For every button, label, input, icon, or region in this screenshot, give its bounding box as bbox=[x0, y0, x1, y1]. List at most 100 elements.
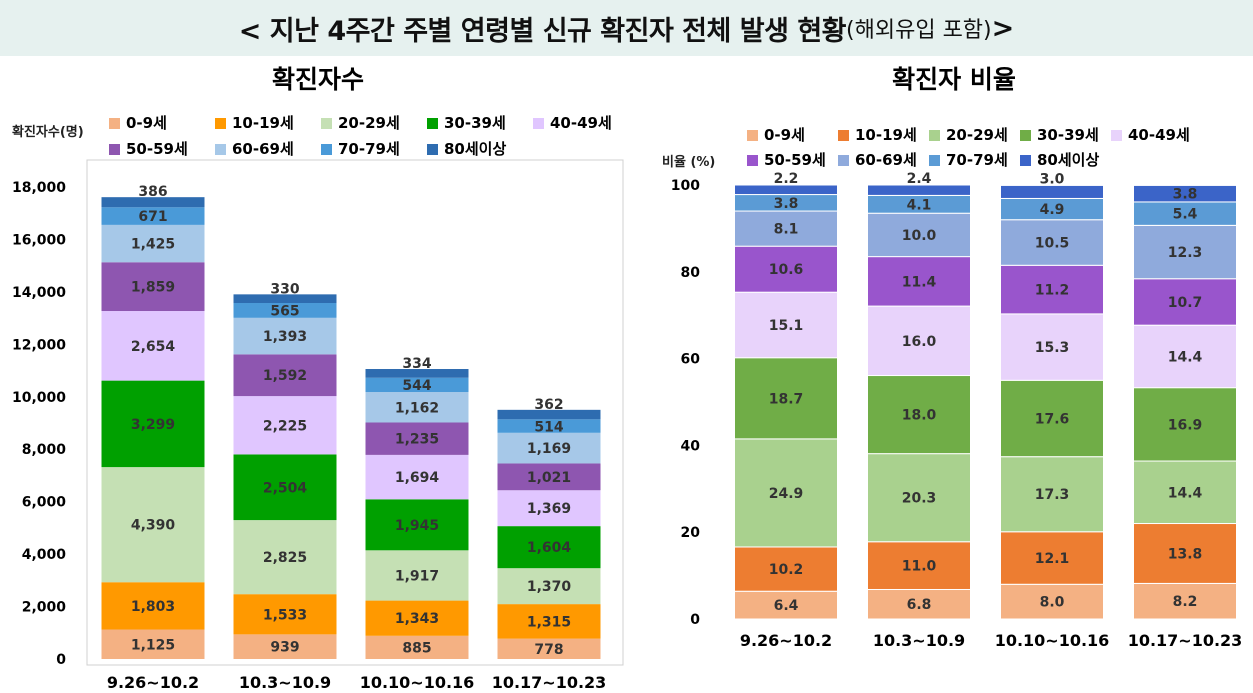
left-data-label-0-0: 1,125 bbox=[131, 637, 175, 653]
page-title-end: > bbox=[991, 12, 1015, 44]
right-data-label-0-5: 10.6 bbox=[769, 262, 804, 278]
left-bar-0-8 bbox=[101, 197, 205, 208]
right-category-1: 10.3~10.9 bbox=[873, 631, 965, 650]
left-data-label-3-8: 362 bbox=[534, 397, 563, 413]
left-y-axis: 0 2,000 4,000 6,000 8,000 10,000 12,000 14,000 1… bbox=[12, 180, 66, 668]
right-bar-3-3 bbox=[1133, 387, 1237, 462]
left-data-label-2-1: 1,343 bbox=[395, 611, 439, 627]
left-bar-3-3 bbox=[497, 526, 601, 569]
right-bar-0-2 bbox=[734, 438, 838, 548]
right-legend-swatch-4 bbox=[1111, 130, 1122, 141]
left-category-3: 10.17~10.23 bbox=[492, 673, 607, 692]
right-data-label-2-2: 17.3 bbox=[1035, 487, 1070, 503]
left-x-axis: 9.26~10.2 10.3~10.9 10.10~10.16 10.17~10.23 bbox=[107, 673, 606, 692]
left-legend-label-4: 40-49세 bbox=[550, 114, 612, 132]
left-bar-2-7 bbox=[365, 377, 469, 393]
left-bar-1-6 bbox=[233, 317, 337, 355]
right-bar-1-6 bbox=[867, 212, 971, 258]
left-bar-3-4 bbox=[497, 490, 601, 527]
left-legend-swatch-8 bbox=[427, 144, 438, 155]
left-bar-1-5 bbox=[233, 354, 337, 397]
right-data-label-3-8: 3.8 bbox=[1173, 187, 1198, 203]
right-data-label-2-7: 4.9 bbox=[1040, 202, 1065, 218]
left-y-tick-6: 12,000 bbox=[12, 337, 66, 353]
left-bar-1-4 bbox=[233, 396, 337, 455]
right-bar-3-6 bbox=[1133, 224, 1237, 280]
right-bar-1-8 bbox=[867, 184, 971, 196]
left-legend-label-3: 30-39세 bbox=[444, 114, 506, 132]
left-chart-count: 확진자수 확진자수(명) 0-9세 10-19세 20-29세 30-39세 40-49… bbox=[12, 65, 624, 692]
right-legend-label-1: 10-19세 bbox=[855, 126, 917, 144]
right-y-tick-3: 60 bbox=[681, 352, 701, 368]
left-legend-swatch-3 bbox=[427, 118, 438, 129]
left-bar-2-2 bbox=[365, 550, 469, 601]
right-bar-3-5 bbox=[1133, 278, 1237, 326]
left-data-label-2-2: 1,917 bbox=[395, 568, 439, 584]
right-data-label-1-0: 6.8 bbox=[907, 597, 932, 613]
left-bar-1-3 bbox=[233, 454, 337, 521]
right-chart-ratio: 확진자 비율 비율 (%) 0-9세 10-19세 20-29세 30-39세 40-4… bbox=[662, 65, 1242, 650]
right-data-label-0-0: 6.4 bbox=[774, 598, 799, 614]
right-legend-swatch-2 bbox=[929, 130, 940, 141]
right-y-axis-label: 비율 (%) bbox=[662, 154, 715, 170]
left-legend-label-5: 50-59세 bbox=[126, 140, 188, 158]
left-bar-0-6 bbox=[101, 224, 205, 263]
left-bar-0-7 bbox=[101, 207, 205, 225]
right-legend-swatch-1 bbox=[838, 130, 849, 141]
right-data-label-3-0: 8.2 bbox=[1173, 594, 1198, 610]
left-bar-3-6 bbox=[497, 432, 601, 464]
right-data-label-0-6: 8.1 bbox=[774, 222, 799, 238]
right-data-label-0-1: 10.2 bbox=[769, 562, 804, 578]
left-legend-label-0: 0-9세 bbox=[126, 114, 167, 132]
left-data-label-2-4: 1,694 bbox=[395, 470, 440, 486]
left-bar-1-0 bbox=[233, 634, 337, 659]
left-bar-2-3 bbox=[365, 499, 469, 551]
left-y-tick-5: 10,000 bbox=[12, 390, 66, 406]
right-data-label-1-3: 18.0 bbox=[902, 408, 937, 424]
left-data-label-1-5: 1,592 bbox=[263, 368, 307, 384]
right-category-3: 10.17~10.23 bbox=[1128, 631, 1243, 650]
left-y-tick-0: 0 bbox=[56, 652, 66, 668]
left-bar-0-0 bbox=[101, 629, 205, 659]
left-data-label-0-6: 1,425 bbox=[131, 237, 175, 253]
right-legend-swatch-7 bbox=[929, 155, 940, 166]
left-data-label-1-6: 1,393 bbox=[263, 329, 307, 345]
right-data-label-2-5: 11.2 bbox=[1035, 283, 1070, 299]
page-title: < 지난 4주간 주별 연령별 신규 확진자 전체 발생 현황 bbox=[238, 15, 847, 47]
left-legend-swatch-5 bbox=[109, 144, 120, 155]
left-data-label-3-7: 514 bbox=[534, 419, 563, 435]
left-bar-2-0 bbox=[365, 635, 469, 659]
left-data-label-2-0: 885 bbox=[402, 640, 431, 656]
left-bar-0-1 bbox=[101, 582, 205, 630]
left-data-label-3-2: 1,370 bbox=[527, 579, 572, 595]
left-category-1: 10.3~10.9 bbox=[239, 673, 331, 692]
left-bar-2-5 bbox=[365, 422, 469, 455]
right-legend-label-6: 60-69세 bbox=[855, 151, 917, 169]
right-bar-2-0 bbox=[1000, 583, 1104, 620]
right-bar-1-0 bbox=[867, 588, 971, 620]
left-data-label-0-2: 4,390 bbox=[131, 518, 176, 534]
right-bar-1-3 bbox=[867, 375, 971, 455]
right-data-label-3-2: 14.4 bbox=[1168, 485, 1203, 501]
right-x-axis: 9.26~10.2 10.3~10.9 10.10~10.16 10.17~10.23 bbox=[740, 631, 1242, 650]
left-bar-1-7 bbox=[233, 303, 337, 318]
left-data-label-0-3: 3,299 bbox=[131, 417, 175, 433]
left-legend-swatch-6 bbox=[215, 144, 226, 155]
right-legend-label-3: 30-39세 bbox=[1037, 126, 1099, 144]
right-data-label-1-6: 10.0 bbox=[902, 228, 937, 244]
left-bar-3-5 bbox=[497, 463, 601, 491]
left-data-label-3-3: 1,604 bbox=[527, 540, 572, 556]
right-data-label-1-1: 11.0 bbox=[902, 559, 937, 575]
left-category-2: 10.10~10.16 bbox=[360, 673, 475, 692]
left-legend-swatch-4 bbox=[533, 118, 544, 129]
left-bar-1-2 bbox=[233, 520, 337, 595]
right-y-axis: 0 20 40 60 80 100 bbox=[671, 178, 700, 628]
right-data-label-0-8: 2.2 bbox=[774, 171, 799, 187]
right-y-tick-5: 100 bbox=[671, 178, 700, 194]
left-data-label-2-8: 334 bbox=[402, 356, 431, 372]
right-data-label-0-4: 15.1 bbox=[769, 318, 804, 334]
right-data-label-3-4: 14.4 bbox=[1168, 349, 1203, 365]
left-data-label-1-0: 939 bbox=[270, 640, 299, 656]
right-legend: 0-9세 10-19세 20-29세 30-39세 40-49세 50-59세 60-69세… bbox=[747, 126, 1190, 169]
right-legend-label-0: 0-9세 bbox=[764, 126, 805, 144]
